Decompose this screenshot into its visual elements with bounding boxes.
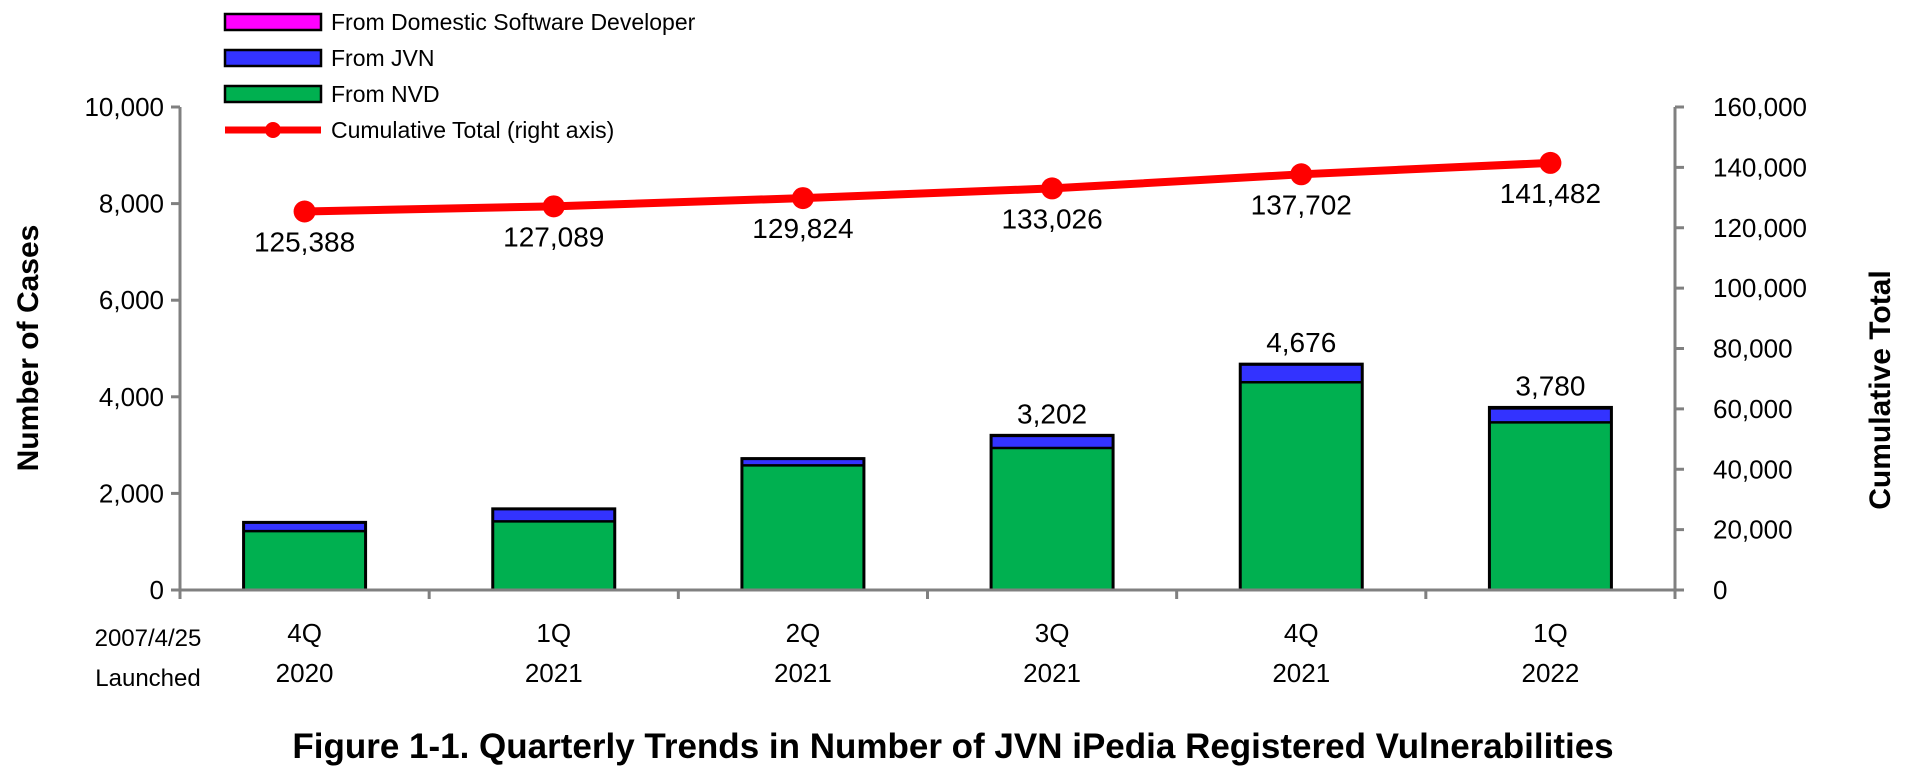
cumulative-label: 137,702 (1251, 189, 1352, 220)
bar-segment (1489, 408, 1612, 423)
cumulative-point (1290, 163, 1313, 186)
x-tick-label: 4Q (1284, 618, 1319, 648)
cumulative-point (1041, 177, 1064, 200)
bar-segment (1240, 364, 1363, 383)
cumulative-point (1539, 151, 1562, 174)
y2-tick-label: 100,000 (1713, 273, 1807, 303)
y2-tick-label: 40,000 (1713, 454, 1793, 484)
y2-tick-label: 160,000 (1713, 92, 1807, 122)
bar-segment (492, 521, 615, 590)
x-tick-label: 2021 (525, 658, 583, 688)
bar-segment (1489, 422, 1612, 590)
figure-title: Figure 1-1. Quarterly Trends in Number o… (292, 727, 1613, 766)
y-tick-label: 0 (150, 575, 164, 605)
bar-total-label: 3,202 (1017, 398, 1087, 429)
cumulative-label: 141,482 (1500, 178, 1601, 209)
legend-swatch (223, 48, 323, 68)
y-tick-label: 2,000 (99, 478, 164, 508)
y-tick-label: 8,000 (99, 189, 164, 219)
bar-segment (741, 465, 864, 590)
y2-tick-label: 0 (1713, 575, 1727, 605)
legend-label: From NVD (331, 81, 440, 107)
launch-note: Launched (95, 665, 200, 692)
bar-segment (991, 435, 1114, 448)
bar-segment (1240, 382, 1363, 590)
cumulative-label: 127,089 (503, 221, 604, 252)
y2-tick-label: 80,000 (1713, 334, 1793, 364)
x-tick-label: 2020 (276, 658, 334, 688)
y-tick-label: 10,000 (84, 92, 164, 122)
x-tick-label: 2Q (786, 618, 821, 648)
cumulative-label: 133,026 (1001, 203, 1102, 234)
y2-tick-label: 120,000 (1713, 213, 1807, 243)
cumulative-line (300, 158, 1555, 216)
y-tick-label: 6,000 (99, 285, 164, 315)
y2-tick-label: 60,000 (1713, 394, 1793, 424)
cumulative-point (542, 195, 565, 218)
y-axis-title: Number of Cases (12, 225, 45, 472)
x-tick-label: 2021 (1272, 658, 1330, 688)
legend-label: From Domestic Software Developer (331, 9, 696, 35)
x-tick-label: 2022 (1521, 658, 1579, 688)
cumulative-label: 129,824 (752, 213, 853, 244)
x-tick-label: 1Q (1533, 618, 1568, 648)
x-tick-label: 1Q (536, 618, 571, 648)
bar-segment (243, 531, 366, 590)
x-tick-label: 3Q (1035, 618, 1070, 648)
legend-label: From JVN (331, 45, 435, 71)
y-tick-label: 4,000 (99, 382, 164, 412)
launch-note: 2007/4/25 (95, 625, 202, 652)
legend-label: Cumulative Total (right axis) (331, 117, 614, 143)
x-tick-label: 2021 (774, 658, 832, 688)
bar-segment (243, 522, 366, 532)
y2-tick-label: 20,000 (1713, 515, 1793, 545)
legend-swatch (223, 84, 323, 104)
legend-swatch (223, 12, 323, 32)
x-tick-label: 4Q (287, 618, 322, 648)
y2-axis-title: Cumulative Total (1864, 270, 1897, 509)
bar-total-label: 4,676 (1266, 327, 1336, 358)
cumulative-point (791, 187, 814, 210)
x-tick-label: 2021 (1023, 658, 1081, 688)
cumulative-point (293, 200, 316, 223)
bar-total-label: 3,780 (1515, 370, 1585, 401)
legend-swatch-marker (265, 122, 281, 138)
bar-segment (991, 447, 1114, 590)
y2-tick-label: 140,000 (1713, 152, 1807, 182)
bar-segment (741, 458, 864, 466)
cumulative-label: 125,388 (254, 226, 355, 257)
bar-segment (492, 508, 615, 522)
